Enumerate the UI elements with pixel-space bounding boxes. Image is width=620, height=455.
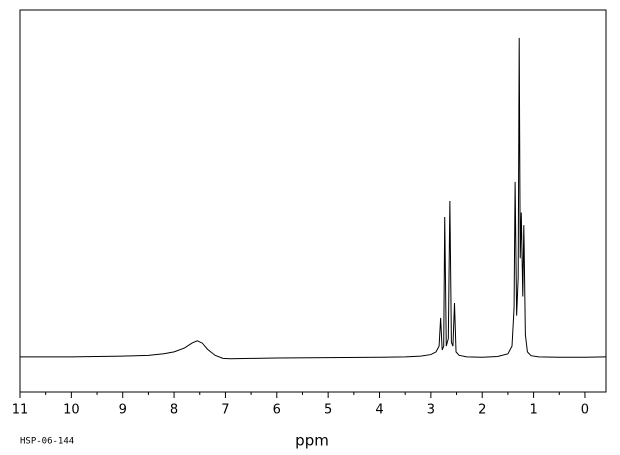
x-tick-label: 2	[478, 403, 486, 418]
x-axis-label: ppm	[295, 432, 329, 450]
x-tick-label: 1	[529, 403, 537, 418]
x-tick-label: 6	[273, 403, 281, 418]
x-tick-label: 8	[170, 403, 178, 418]
x-tick-label: 9	[119, 403, 127, 418]
plot-frame	[19, 9, 607, 393]
x-tick-label: 4	[375, 403, 383, 418]
spectrum-line	[20, 37, 606, 360]
x-tick-label: 0	[581, 403, 589, 418]
x-tick-label: 3	[427, 403, 435, 418]
x-tick-label: 11	[12, 403, 29, 418]
x-tick-label: 7	[221, 403, 229, 418]
annotation: HSP-06-144	[20, 437, 74, 447]
x-tick-label: 10	[63, 403, 80, 418]
x-tick-label: 5	[324, 403, 332, 418]
